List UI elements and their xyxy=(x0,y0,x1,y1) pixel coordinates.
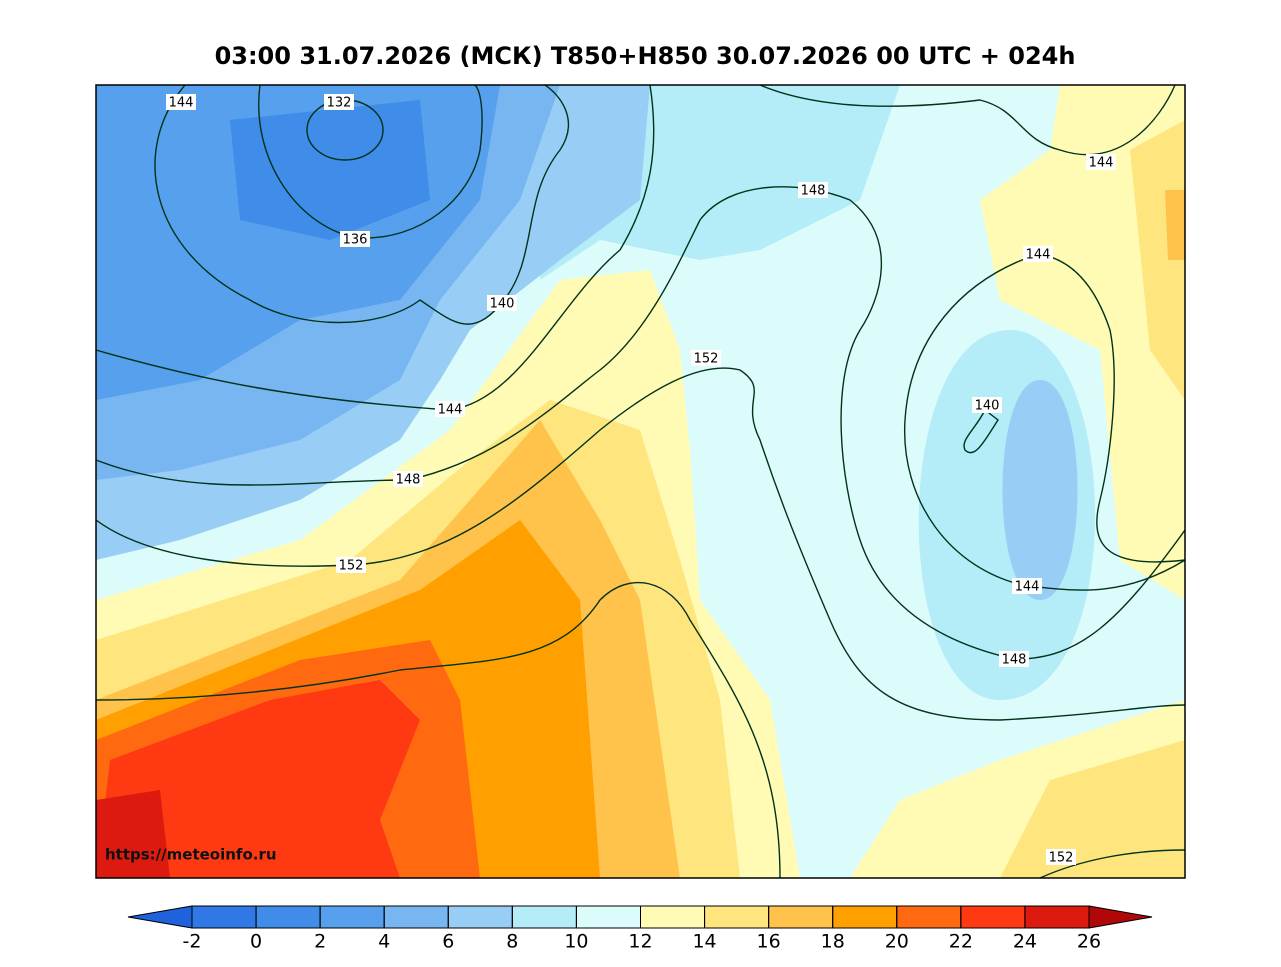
map-frame xyxy=(95,84,1186,879)
colorbar-segment xyxy=(191,905,257,929)
colorbar-segment xyxy=(832,905,898,929)
contour-label: 132 xyxy=(327,96,352,111)
contour-label-bg xyxy=(324,94,354,110)
temperature-area xyxy=(980,85,1185,600)
contour-label-bg xyxy=(1012,578,1042,594)
contour-label-bg xyxy=(972,397,1002,413)
temperature-area xyxy=(1000,740,1185,878)
contour xyxy=(1039,849,1185,878)
contour-label-bg xyxy=(166,94,196,110)
contour-label-bg xyxy=(336,557,366,573)
contour xyxy=(258,85,483,239)
colorbar-tick-label: 10 xyxy=(564,931,588,953)
colorbar-tick-label: 24 xyxy=(1013,931,1037,953)
contour-label: 144 xyxy=(1026,248,1051,263)
contour-label: 148 xyxy=(1002,653,1027,668)
temperature-area xyxy=(96,790,170,878)
colorbar-extend-low xyxy=(127,905,193,929)
contour-label: 136 xyxy=(343,233,368,248)
contour-label-bg xyxy=(1086,154,1116,170)
colorbar-tick-label: 0 xyxy=(250,931,262,953)
colorbar-segment xyxy=(511,905,577,929)
colorbar-segment xyxy=(383,905,449,929)
colorbar-tick-label: -2 xyxy=(183,931,202,953)
colorbar-tick-label: 12 xyxy=(628,931,652,953)
title: 03:00 31.07.2026 (МСК) T850+H850 30.07.2… xyxy=(215,42,1076,70)
contour-label: 144 xyxy=(438,403,463,418)
colorbar-segment xyxy=(255,905,321,929)
contour xyxy=(154,85,570,325)
contour-label: 140 xyxy=(490,297,515,312)
contour-label: 152 xyxy=(1049,851,1074,866)
colorbar-segment xyxy=(768,905,834,929)
temperature-area xyxy=(1002,380,1078,600)
contour-label-bg xyxy=(435,401,465,417)
temperature-field xyxy=(96,85,1185,878)
contour xyxy=(96,186,1185,660)
contour-label-bg xyxy=(340,231,370,247)
colorbar-tick-label: 20 xyxy=(885,931,909,953)
contour-label-bg xyxy=(393,471,423,487)
contour xyxy=(759,85,1176,156)
colorbar: -2 0 2 4 6 8 10 12 14 16 18 20 22 24 26 xyxy=(127,905,1153,953)
contour-label: 152 xyxy=(339,559,364,574)
colorbar-tick-label: 4 xyxy=(378,931,390,953)
contour xyxy=(96,581,781,878)
contour-label-bg xyxy=(691,350,721,366)
colorbar-tick-label: 2 xyxy=(314,931,326,953)
temperature-area xyxy=(1165,190,1185,260)
contour-label-bg xyxy=(1046,849,1076,865)
colorbar-tick-label: 8 xyxy=(506,931,518,953)
source-url: https://meteoinfo.ru xyxy=(105,846,277,864)
contour-label: 144 xyxy=(1015,580,1040,595)
contour-label: 152 xyxy=(694,352,719,367)
colorbar-segment xyxy=(704,905,770,929)
contour-label: 140 xyxy=(975,399,1000,414)
colorbar-tick-label: 16 xyxy=(757,931,781,953)
colorbar-tick-label: 26 xyxy=(1077,931,1101,953)
contour-label-bg xyxy=(999,651,1029,667)
contour-label: 148 xyxy=(396,473,421,488)
colorbar-tick-label: 14 xyxy=(692,931,716,953)
contour-label-bg xyxy=(1023,246,1053,262)
colorbar-tick-label: 18 xyxy=(821,931,845,953)
contour-label: 144 xyxy=(169,96,194,111)
contour-label: 148 xyxy=(801,184,826,199)
colorbar-extend-high xyxy=(1088,905,1153,929)
colorbar-tick-label: 6 xyxy=(442,931,454,953)
colorbar-tick-label: 22 xyxy=(949,931,973,953)
contour-label: 144 xyxy=(1089,156,1114,171)
colorbar-segment xyxy=(640,905,706,929)
colorbar-segment xyxy=(575,905,642,929)
colorbar-segment xyxy=(319,905,385,929)
colorbar-segment xyxy=(1024,905,1090,929)
colorbar-segment xyxy=(447,905,513,929)
colorbar-segment xyxy=(960,905,1026,929)
temperature-area xyxy=(230,100,430,240)
contour xyxy=(963,408,999,454)
contour-labels: 144 132 136 140 148 144 144 152 140 144 148 152 144 1… xyxy=(166,94,1116,866)
contour-label-bg xyxy=(487,295,517,311)
contour-label-bg xyxy=(798,182,828,198)
contour xyxy=(96,85,655,411)
temperature-area xyxy=(96,680,420,878)
colorbar-segment xyxy=(896,905,962,929)
